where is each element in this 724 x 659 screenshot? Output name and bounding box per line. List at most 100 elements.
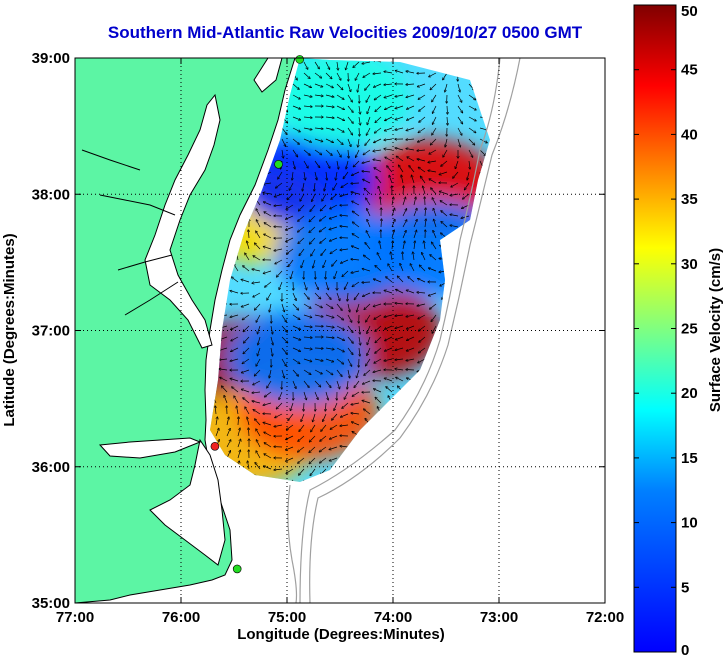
- current-vector-13: [346, 61, 349, 70]
- current-vector-477: [402, 241, 405, 250]
- current-vector-687: [336, 336, 344, 340]
- current-vector-900: [299, 424, 305, 431]
- current-vector-766: [314, 369, 322, 374]
- current-vector-821: [325, 391, 328, 400]
- current-vector-42: [363, 72, 371, 77]
- current-vector-604: [314, 303, 322, 308]
- delaware-bay: [253, 58, 283, 93]
- radar-station-2: [210, 442, 220, 451]
- current-vector-474: [365, 243, 371, 250]
- current-vector-122: [359, 105, 360, 114]
- current-vector-418: [340, 226, 349, 227]
- current-vector-310: [341, 182, 349, 187]
- current-vector-546: [265, 281, 272, 287]
- current-vector-722: [419, 347, 426, 353]
- colorbar-tick-label: 50: [681, 3, 698, 20]
- current-vector-491: [253, 256, 261, 261]
- current-vector-303: [263, 183, 272, 184]
- current-vector-762: [269, 369, 272, 378]
- current-vector-746: [384, 358, 393, 361]
- current-vector-317: [421, 176, 426, 184]
- current-vector-901: [311, 424, 316, 432]
- current-vector-320: [451, 182, 459, 187]
- current-vector-11: [325, 61, 330, 69]
- current-vector-556: [374, 279, 382, 283]
- current-vector-733: [242, 358, 250, 364]
- current-vector-410: [256, 220, 261, 228]
- current-vector-823: [344, 391, 349, 399]
- current-vector-401: [450, 215, 459, 217]
- current-vector-436: [248, 230, 249, 239]
- current-vector-228: [336, 149, 341, 157]
- current-vector-570: [230, 291, 239, 294]
- current-vector-38: [325, 72, 332, 79]
- current-vector-443: [320, 237, 327, 243]
- current-vector-534: [429, 268, 437, 272]
- current-vector-427: [441, 222, 448, 228]
- current-vector-43: [373, 73, 382, 74]
- current-vector-840: [234, 396, 239, 404]
- current-vector-116: [292, 105, 300, 109]
- current-vector-497: [323, 259, 327, 267]
- current-vector-241: [479, 149, 486, 156]
- pamlico-sound: [149, 438, 226, 566]
- current-vector-346: [440, 191, 448, 195]
- current-vector-388: [309, 215, 316, 222]
- current-vector-441: [298, 237, 305, 243]
- current-vector-97: [375, 94, 382, 100]
- current-vector-293: [453, 171, 459, 178]
- current-vector-923: [256, 429, 261, 437]
- current-vector-395: [391, 208, 395, 217]
- colorbar-tick-label: 25: [681, 321, 698, 338]
- current-vector-549: [303, 281, 307, 290]
- current-vector-120: [336, 105, 344, 109]
- current-vector-451: [413, 230, 417, 239]
- current-vector-600: [269, 303, 272, 312]
- current-vector-64: [314, 83, 323, 87]
- current-vector-975: [237, 450, 240, 459]
- current-vector-73: [406, 84, 415, 85]
- current-vector-558: [398, 276, 404, 283]
- current-vector-708: [270, 347, 273, 356]
- current-vector-423: [402, 220, 407, 228]
- current-vector-684: [303, 337, 312, 338]
- current-vector-584: [384, 290, 393, 294]
- current-vector-129: [433, 105, 437, 113]
- current-vector-178: [375, 127, 382, 133]
- current-vector-308: [324, 182, 327, 191]
- current-vector-146: [325, 117, 334, 118]
- current-vector-950: [256, 440, 261, 448]
- current-vector-254: [325, 160, 330, 168]
- current-vector-824: [352, 391, 360, 396]
- current-vector-262: [407, 157, 415, 162]
- current-vector-692: [385, 336, 393, 341]
- current-vector-446: [352, 234, 360, 239]
- current-vector-74: [418, 83, 426, 87]
- current-vector-507: [430, 255, 437, 261]
- current-vector-714: [336, 347, 344, 352]
- current-vector-447: [366, 231, 371, 239]
- grid-lines: [75, 58, 605, 603]
- current-vector-387: [298, 215, 305, 221]
- current-vector-758: [219, 369, 228, 370]
- current-vector-876: [332, 413, 338, 420]
- current-vector-505: [413, 252, 414, 261]
- current-vector-711: [303, 348, 312, 349]
- current-vector-75: [430, 83, 437, 90]
- current-vector-717: [367, 347, 371, 355]
- current-vector-826: [374, 389, 382, 393]
- current-vector-634: [347, 314, 352, 322]
- current-vector-764: [292, 369, 298, 376]
- current-vector-791: [292, 380, 296, 388]
- current-vector-313: [376, 177, 382, 184]
- colorbar-tick-label: 5: [681, 579, 689, 596]
- current-vector-117: [303, 106, 312, 107]
- current-vector-279: [304, 171, 305, 180]
- current-vector-845: [290, 402, 294, 411]
- current-vector-1004: [255, 463, 261, 470]
- current-vector-176: [359, 127, 360, 136]
- current-vector-947: [226, 440, 231, 448]
- current-vector-532: [410, 264, 415, 272]
- current-vector-311: [351, 183, 360, 184]
- current-vector-200: [325, 138, 333, 142]
